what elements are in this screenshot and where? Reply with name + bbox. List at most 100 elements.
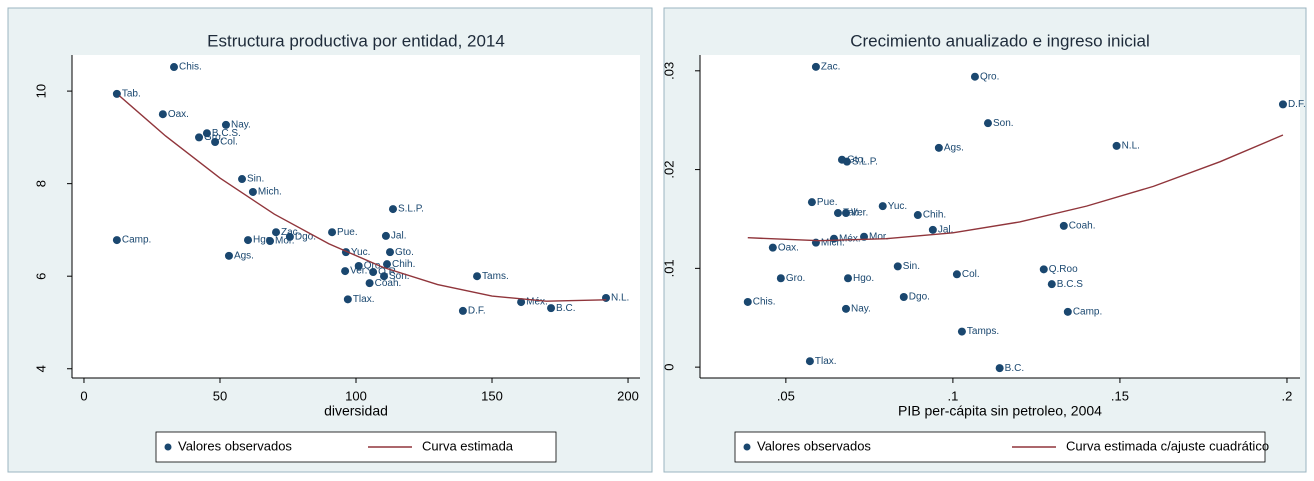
point [365, 279, 374, 288]
point [388, 205, 397, 214]
point [112, 236, 121, 245]
point [893, 262, 902, 271]
point [170, 63, 179, 72]
point-label: Hgo. [853, 273, 874, 284]
point-label: Tlax. [353, 294, 375, 305]
point-label: Tamps. [967, 326, 999, 337]
point [983, 119, 992, 128]
point-label: Yuc. [888, 201, 907, 212]
point [1039, 265, 1048, 274]
point-label: Mich. [821, 237, 845, 248]
point [272, 228, 281, 237]
point-label: N.L. [611, 293, 629, 304]
x-tick-label: .15 [1111, 388, 1129, 403]
point-label: Nay. [231, 120, 251, 131]
legend-box [155, 431, 557, 463]
point [743, 297, 752, 306]
point-label: Coah. [375, 278, 402, 289]
point [285, 232, 294, 241]
point-label: Col. [220, 137, 238, 148]
x-tick-label: .2 [1282, 388, 1293, 403]
point-label: B.C. [556, 303, 575, 314]
y-tick-label: .03 [661, 62, 676, 80]
point-label: Chis. [753, 297, 776, 308]
point [369, 268, 378, 277]
point-label: Zac. [281, 227, 300, 238]
point-label: Ver. [851, 208, 868, 219]
point-label: Gro. [204, 132, 223, 143]
point [833, 209, 842, 218]
point-label: B.C. [1005, 363, 1024, 374]
point-label: Q.Roo [1049, 264, 1078, 275]
point [829, 234, 838, 243]
x-tick-label: .1 [947, 388, 958, 403]
point [811, 62, 820, 71]
legend-text: Curva estimada c/ajuste cuadrático [1066, 438, 1269, 453]
point-label: Yuc. [351, 247, 370, 258]
legend-marker [164, 443, 172, 451]
point [248, 187, 257, 196]
point [383, 260, 392, 269]
point-label: Chis. [179, 62, 202, 73]
point-label: Ags. [234, 250, 254, 261]
point [386, 248, 395, 257]
point-label: Col. [962, 269, 980, 280]
x-tick-label: 50 [213, 388, 227, 403]
point [776, 274, 785, 283]
point [202, 129, 211, 138]
y-tick-label: 8 [33, 180, 48, 187]
point [1059, 221, 1068, 230]
point-label: D.F. [468, 306, 486, 317]
point [158, 110, 167, 119]
y-tick-label: .01 [661, 259, 676, 277]
point [995, 364, 1004, 373]
legend-text: Valores observados [757, 438, 871, 453]
point [952, 270, 961, 279]
point-label: Qro. [980, 71, 999, 82]
y-tick-label: .02 [661, 161, 676, 179]
point [843, 274, 852, 283]
point-label: Tlax. [815, 356, 837, 367]
x-tick-label: .05 [777, 388, 795, 403]
point-label: Chih. [923, 210, 946, 221]
point [547, 304, 556, 313]
point [211, 137, 220, 146]
point [913, 211, 922, 220]
y-tick-label: 6 [33, 273, 48, 280]
point [841, 304, 850, 313]
x-tick-label: 0 [80, 388, 87, 403]
point-label: N.L. [1122, 141, 1140, 152]
point-label: Mor. [869, 231, 888, 242]
point-label: Tab. [843, 208, 862, 219]
point-label: Gro. [786, 273, 805, 284]
fit-curve [118, 95, 607, 302]
point [343, 295, 352, 304]
y-tick-label: 10 [33, 84, 48, 98]
point-label: Camp. [122, 235, 151, 246]
point [112, 89, 121, 98]
x-tick-label: 150 [481, 388, 503, 403]
point-label: Oax. [778, 242, 799, 253]
point-label: Jal. [938, 224, 954, 235]
point [1047, 280, 1056, 289]
point [195, 133, 204, 142]
point [957, 327, 966, 336]
point [221, 120, 230, 129]
point [878, 202, 887, 211]
point-label: Méx. [839, 233, 861, 244]
point-label: Sin. [247, 174, 264, 185]
point-label: Gto. [847, 154, 866, 165]
point-label: Camp. [1073, 306, 1102, 317]
point [841, 209, 850, 218]
legend-marker [743, 443, 751, 451]
point-label: Tab. [122, 89, 141, 100]
point-label: Qro. [364, 261, 383, 272]
point [266, 237, 275, 246]
point [458, 306, 467, 315]
point-label: Nay. [851, 303, 871, 314]
point [224, 251, 233, 260]
point [380, 272, 389, 281]
point [1063, 307, 1072, 316]
point [354, 262, 363, 271]
